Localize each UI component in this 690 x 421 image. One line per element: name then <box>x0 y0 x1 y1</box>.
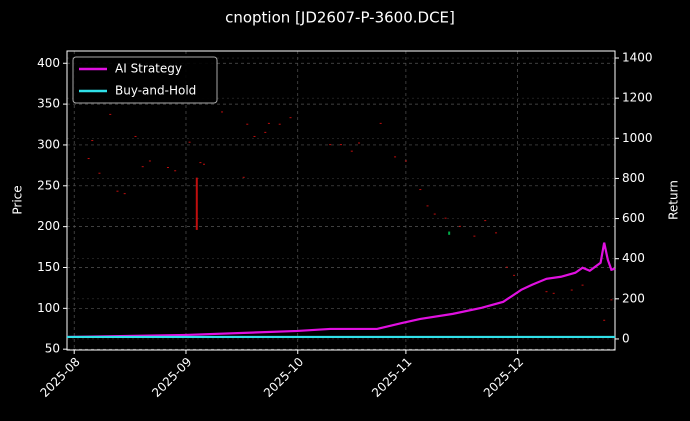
y2-tick-label: 0 <box>622 331 630 345</box>
candle-body <box>98 172 101 174</box>
candle-body <box>264 131 267 133</box>
candle-body <box>581 284 584 286</box>
candle-body <box>188 141 191 143</box>
candle-body <box>473 235 476 237</box>
x-tick-label: 2025-12 <box>481 355 526 400</box>
x-tick-label: 2025-11 <box>369 355 414 400</box>
y-tick-label: 50 <box>45 342 60 356</box>
candle-body <box>340 144 342 146</box>
candle-body <box>545 291 548 293</box>
legend-label: AI Strategy <box>115 62 182 76</box>
candle-body <box>109 113 112 115</box>
plot-frame <box>66 50 616 351</box>
candle-body <box>495 232 498 234</box>
candle-body <box>91 140 94 142</box>
candle-body <box>221 111 224 113</box>
candle-body <box>552 292 555 294</box>
candle-body <box>603 319 606 321</box>
y-tick-label: 150 <box>37 260 60 274</box>
candle-body <box>141 166 144 168</box>
legend-box <box>72 56 218 104</box>
y2-axis-label: Return <box>667 180 681 220</box>
y-axis-label: Price <box>11 185 25 214</box>
candle-body <box>166 167 169 169</box>
y2-tick-label: 400 <box>622 251 645 265</box>
candle-body <box>289 117 292 119</box>
series-line <box>66 242 616 339</box>
candle-body <box>426 205 429 207</box>
candle-body <box>358 142 361 144</box>
candle-body <box>570 289 573 291</box>
y-tick-label: 400 <box>37 56 60 70</box>
y-tick-label: 100 <box>37 301 60 315</box>
y2-tick-label: 1400 <box>622 51 653 65</box>
candle-body <box>123 193 126 195</box>
x-tick-label: 2025-08 <box>37 355 82 400</box>
candle-body <box>116 190 119 192</box>
candle-body <box>610 299 613 301</box>
y-tick-label: 250 <box>37 178 60 192</box>
y-tick-label: 350 <box>37 97 60 111</box>
candle-body <box>419 189 422 191</box>
candle-body <box>242 176 245 178</box>
candle-body <box>87 158 90 160</box>
candle-body <box>148 160 151 162</box>
candle-body <box>394 156 397 158</box>
legend: AI Strategy Buy-and-Hold <box>72 56 218 104</box>
chart-title: cnoption [JD2607-P-3600.DCE] <box>225 9 455 27</box>
candle-body <box>433 213 436 215</box>
candle-body <box>203 163 205 165</box>
candle-body <box>484 220 487 222</box>
y-tick-label: 300 <box>37 137 60 151</box>
legend-label: Buy-and-Hold <box>115 84 196 98</box>
candle-body <box>448 231 451 235</box>
candle-body <box>404 160 407 162</box>
x-tick-label: 2025-10 <box>261 355 306 400</box>
candle-body <box>278 123 281 125</box>
candle-body <box>267 122 270 124</box>
candle-body <box>199 162 202 164</box>
candle-body <box>246 123 249 125</box>
y2-tick-label: 600 <box>622 211 645 225</box>
y2-tick-label: 1000 <box>622 131 653 145</box>
candle-body <box>329 144 332 146</box>
candle-body <box>513 274 516 276</box>
candle-body <box>505 266 508 268</box>
candle-body <box>458 225 461 227</box>
y-tick-label: 200 <box>37 219 60 233</box>
candle-body <box>195 177 198 230</box>
x-tick-label: 2025-09 <box>149 355 194 400</box>
candle-body <box>174 170 177 172</box>
y2-tick-label: 1200 <box>622 91 653 105</box>
y2-tick-label: 200 <box>622 291 645 305</box>
candle-body <box>350 150 353 152</box>
candle-body <box>253 135 256 137</box>
y2-tick-label: 800 <box>622 171 645 185</box>
candle-body <box>379 122 382 124</box>
candle-body <box>134 135 137 137</box>
candle-body <box>444 217 447 219</box>
